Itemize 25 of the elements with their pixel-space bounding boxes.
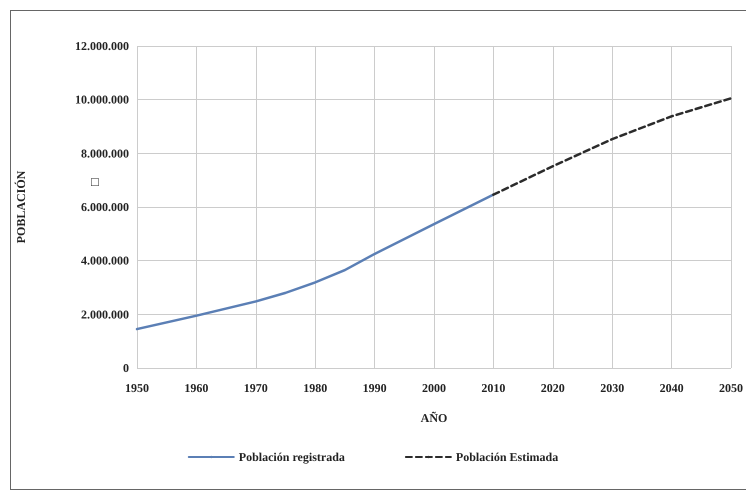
x-tick-label: 2040 bbox=[660, 381, 684, 395]
y-tick-label: 2.000.000 bbox=[81, 307, 129, 322]
y-tick-label: 10.000.000 bbox=[75, 92, 129, 107]
y-tick-label: 12.000.000 bbox=[75, 39, 129, 53]
x-tick-label: 2020 bbox=[540, 381, 565, 395]
x-axis-title: AÑO bbox=[420, 411, 448, 425]
x-tick-label: 1970 bbox=[244, 381, 268, 395]
y-tick-label: 6.000.000 bbox=[81, 200, 129, 214]
line-series bbox=[492, 97, 732, 196]
text: □ bbox=[91, 174, 99, 189]
x-tick-label: 1950 bbox=[125, 381, 149, 395]
y-axis-title: POBLACIÓN bbox=[14, 170, 28, 244]
x-tick-label: 1990 bbox=[362, 381, 387, 395]
x-tick-label: 2010 bbox=[481, 381, 506, 395]
y-tick-label: 8.000.000 bbox=[81, 146, 129, 160]
legend-label: Población Estimada bbox=[456, 450, 558, 464]
legend-label: Población registrada bbox=[238, 450, 345, 464]
line-series bbox=[136, 193, 495, 330]
x-tick-label: 2000 bbox=[422, 381, 446, 395]
y-tick-label: 4.000.000 bbox=[81, 254, 129, 268]
y-tick-label: 0 bbox=[123, 361, 129, 375]
x-tick-label: 1960 bbox=[184, 381, 208, 395]
x-tick-label: 1980 bbox=[303, 381, 328, 395]
x-tick-label: 2030 bbox=[600, 381, 624, 395]
x-tick-label: 2050 bbox=[719, 381, 743, 395]
